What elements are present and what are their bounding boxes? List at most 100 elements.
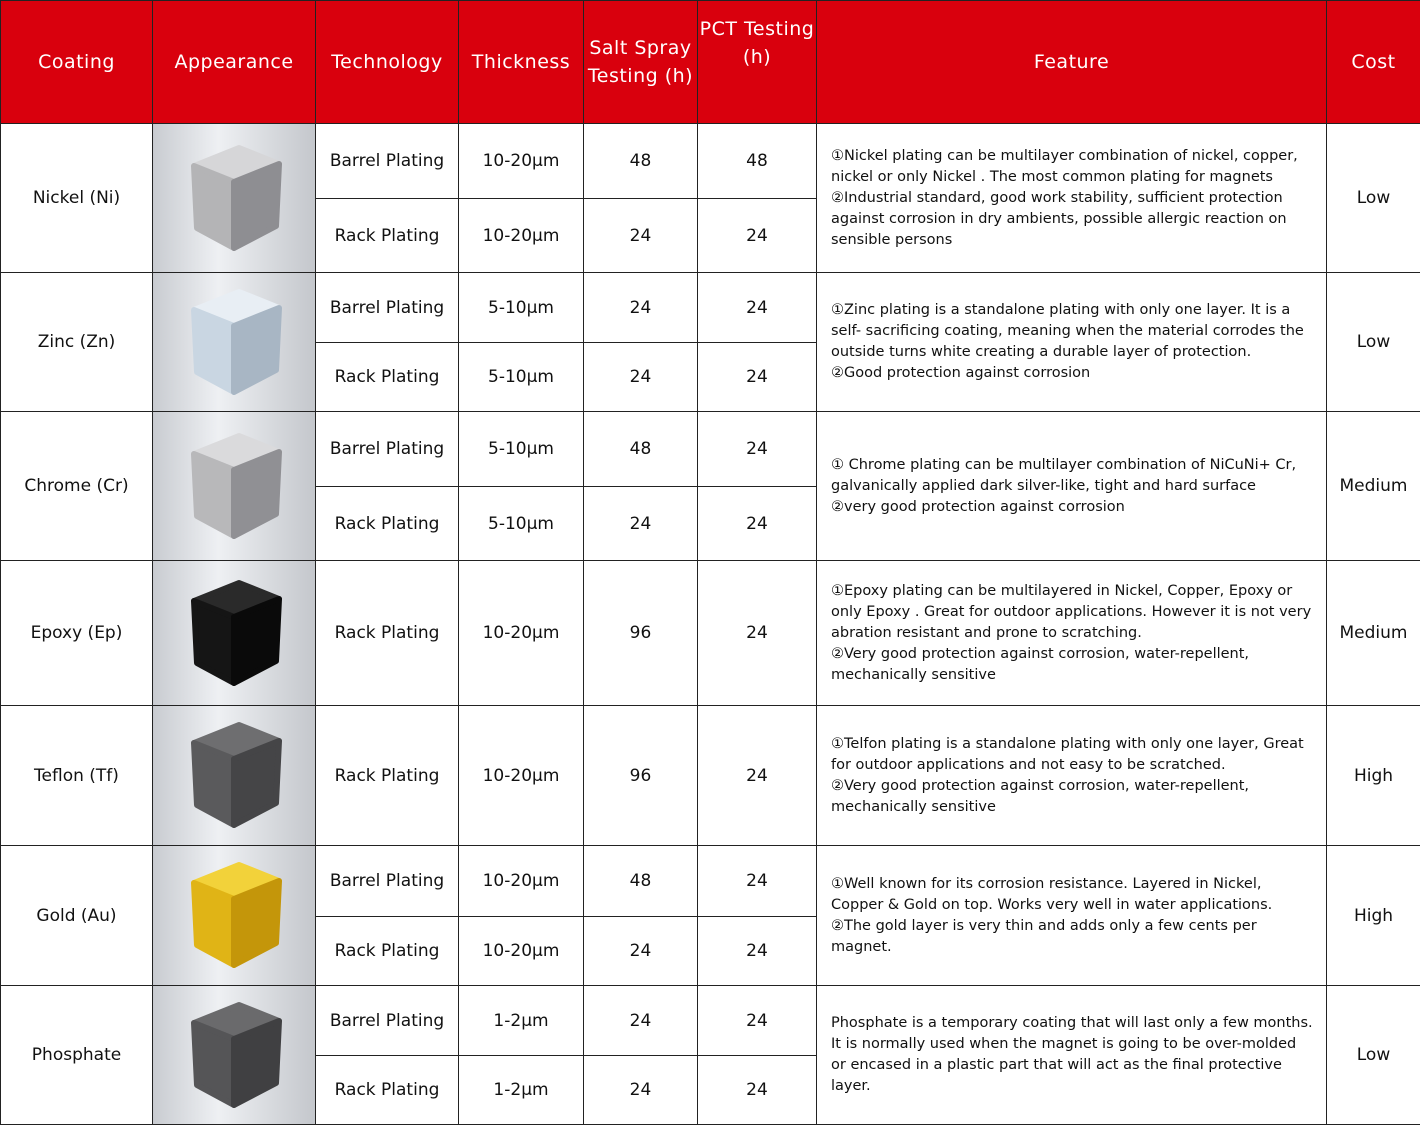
feature-paragraph: ②Industrial standard, good work stabilit… — [831, 188, 1314, 251]
salt-spray-cell: 96 — [584, 561, 698, 706]
coating-name: Nickel (Ni) — [1, 124, 153, 273]
technology-cell: Rack Plating — [316, 199, 459, 273]
feature-paragraph: ②The gold layer is very thin and adds on… — [831, 916, 1314, 958]
thickness-cell: 10-20μm — [459, 124, 584, 199]
magnet-cube-image — [179, 993, 289, 1113]
cost-cell: High — [1327, 846, 1420, 986]
feature-cell: ① Chrome plating can be multilayer combi… — [817, 412, 1327, 561]
feature-paragraph: Phosphate is a temporary coating that wi… — [831, 1013, 1314, 1097]
salt-spray-cell: 48 — [584, 412, 698, 487]
appearance-cell — [153, 412, 316, 561]
thickness-cell: 10-20μm — [459, 561, 584, 706]
salt-spray-cell: 24 — [584, 1056, 698, 1125]
salt-spray-cell: 24 — [584, 917, 698, 986]
technology-cell: Barrel Plating — [316, 124, 459, 199]
coating-name: Teflon (Tf) — [1, 706, 153, 846]
header-feature: Feature — [817, 1, 1327, 124]
magnet-cube-image — [179, 136, 289, 256]
salt-spray-cell: 48 — [584, 846, 698, 917]
coating-name: Chrome (Cr) — [1, 412, 153, 561]
salt-spray-cell: 24 — [584, 487, 698, 561]
technology-cell: Barrel Plating — [316, 986, 459, 1056]
pct-cell: 24 — [698, 199, 817, 273]
thickness-cell: 10-20μm — [459, 199, 584, 273]
technology-cell: Rack Plating — [316, 487, 459, 561]
technology-cell: Barrel Plating — [316, 412, 459, 487]
thickness-cell: 5-10μm — [459, 487, 584, 561]
coating-name: Epoxy (Ep) — [1, 561, 153, 706]
pct-cell: 24 — [698, 487, 817, 561]
feature-paragraph: ①Well known for its corrosion resistance… — [831, 874, 1314, 916]
appearance-cell — [153, 124, 316, 273]
cost-cell: Low — [1327, 986, 1420, 1125]
thickness-cell: 5-10μm — [459, 343, 584, 412]
pct-cell: 24 — [698, 412, 817, 487]
magnet-cube-image — [179, 713, 289, 833]
feature-paragraph: ②Very good protection against corrosion,… — [831, 644, 1314, 686]
pct-cell: 24 — [698, 1056, 817, 1125]
coating-name: Zinc (Zn) — [1, 273, 153, 412]
thickness-cell: 5-10μm — [459, 412, 584, 487]
feature-paragraph: ① Chrome plating can be multilayer combi… — [831, 455, 1314, 497]
magnet-cube-image — [179, 571, 289, 691]
salt-spray-cell: 96 — [584, 706, 698, 846]
technology-cell: Rack Plating — [316, 1056, 459, 1125]
technology-cell: Barrel Plating — [316, 846, 459, 917]
pct-cell: 48 — [698, 124, 817, 199]
appearance-cell — [153, 706, 316, 846]
salt-spray-cell: 24 — [584, 199, 698, 273]
technology-cell: Rack Plating — [316, 343, 459, 412]
thickness-cell: 10-20μm — [459, 846, 584, 917]
thickness-cell: 10-20μm — [459, 706, 584, 846]
feature-cell: ①Telfon plating is a standalone plating … — [817, 706, 1327, 846]
header-pct: PCT Testing (h) — [698, 1, 817, 124]
magnet-cube-image — [179, 280, 289, 400]
appearance-cell — [153, 986, 316, 1125]
cost-cell: Low — [1327, 273, 1420, 412]
salt-spray-cell: 24 — [584, 986, 698, 1056]
appearance-cell — [153, 273, 316, 412]
pct-cell: 24 — [698, 343, 817, 412]
technology-cell: Rack Plating — [316, 561, 459, 706]
appearance-cell — [153, 561, 316, 706]
header-salt-spray: Salt Spray Testing (h) — [584, 1, 698, 124]
technology-cell: Rack Plating — [316, 917, 459, 986]
technology-cell: Barrel Plating — [316, 273, 459, 343]
thickness-cell: 1-2μm — [459, 986, 584, 1056]
pct-cell: 24 — [698, 986, 817, 1056]
feature-paragraph: ①Epoxy plating can be multilayered in Ni… — [831, 581, 1314, 644]
pct-cell: 24 — [698, 846, 817, 917]
cost-cell: Low — [1327, 124, 1420, 273]
technology-cell: Rack Plating — [316, 706, 459, 846]
header-cost: Cost — [1327, 1, 1420, 124]
header-thickness: Thickness — [459, 1, 584, 124]
thickness-cell: 5-10μm — [459, 273, 584, 343]
pct-cell: 24 — [698, 706, 817, 846]
salt-spray-cell: 48 — [584, 124, 698, 199]
header-appearance: Appearance — [153, 1, 316, 124]
header-technology: Technology — [316, 1, 459, 124]
feature-paragraph: ①Nickel plating can be multilayer combin… — [831, 146, 1314, 188]
thickness-cell: 1-2μm — [459, 1056, 584, 1125]
cost-cell: Medium — [1327, 561, 1420, 706]
header-coating: Coating — [1, 1, 153, 124]
feature-paragraph: ②Good protection against corrosion — [831, 363, 1314, 384]
pct-cell: 24 — [698, 917, 817, 986]
salt-spray-cell: 24 — [584, 343, 698, 412]
cost-cell: High — [1327, 706, 1420, 846]
magnet-cube-image — [179, 853, 289, 973]
feature-paragraph: ①Zinc plating is a standalone plating wi… — [831, 300, 1314, 363]
cost-cell: Medium — [1327, 412, 1420, 561]
feature-cell: ①Epoxy plating can be multilayered in Ni… — [817, 561, 1327, 706]
magnet-cube-image — [179, 424, 289, 544]
feature-paragraph: ①Telfon plating is a standalone plating … — [831, 734, 1314, 776]
